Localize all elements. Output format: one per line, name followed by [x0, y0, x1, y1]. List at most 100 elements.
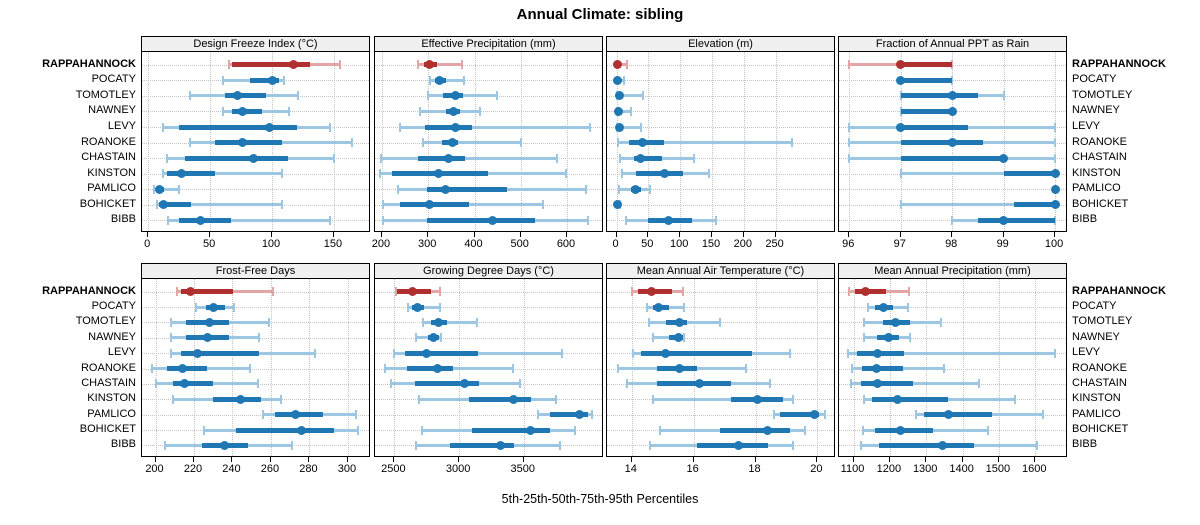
whisker-cap [150, 364, 153, 373]
whisker-cap [768, 379, 771, 389]
median-dot [664, 215, 674, 225]
whisker-cap [393, 348, 396, 358]
axis-tick-label: 99 [996, 238, 1009, 250]
median-dot [938, 440, 948, 450]
whisker-cap [421, 138, 424, 147]
whisker-cap [1036, 440, 1039, 450]
axis-tick [473, 232, 475, 237]
axis-tick-label: 240 [222, 463, 241, 475]
percentile-whisker [168, 218, 331, 222]
median-dot [944, 410, 954, 420]
site-label-left-bohicket: BOHICKET [79, 197, 136, 210]
whisker-cap [394, 287, 397, 297]
whisker-cap [555, 153, 558, 163]
whisker-cap [791, 138, 794, 147]
median-dot [450, 91, 460, 101]
axis-tick [630, 457, 632, 462]
percentile-whisker [381, 156, 557, 160]
axis-tick [193, 457, 194, 462]
whisker-cap [537, 410, 539, 420]
axis-tick-label: 18 [748, 463, 761, 475]
site-label-right-bibb: BIBB [1072, 213, 1098, 226]
whisker-cap [171, 394, 174, 404]
whisker-cap [632, 348, 635, 358]
whisker-cap [622, 75, 625, 85]
median-dot [659, 169, 669, 179]
median-dot [675, 317, 685, 327]
whisker-cap [590, 410, 593, 420]
whisker-cap [939, 317, 942, 327]
gridline [607, 337, 834, 339]
whisker-cap [378, 169, 381, 179]
axis-tick-label: 0 [612, 238, 619, 250]
gridline [607, 64, 834, 66]
median-dot [408, 287, 417, 297]
iqr-bar [635, 171, 684, 177]
iqr-bar [855, 289, 887, 295]
panel-design-freeze-index-c [141, 51, 370, 232]
whisker-cap [189, 138, 192, 147]
site-label-right-levy: LEVY [1072, 346, 1101, 359]
median-dot [204, 317, 214, 327]
whisker-cap [418, 106, 421, 116]
median-dot [661, 348, 671, 358]
whisker-cap [428, 75, 431, 85]
axis-tick-label: 400 [464, 238, 483, 250]
percentile-whisker [154, 187, 180, 191]
whisker-cap [153, 184, 156, 194]
axis-tick [519, 232, 521, 237]
iqr-bar [450, 442, 514, 448]
iqr-bar [1003, 171, 1056, 177]
panel-strip-mean-annual-air-temperature-c: Mean Annual Air Temperature (°C) [606, 263, 835, 279]
median-dot [613, 60, 623, 70]
median-dot [673, 333, 683, 343]
median-dot [433, 169, 443, 179]
panel-strip-growing-degree-days-c: Growing Degree Days (°C) [374, 263, 603, 279]
iqr-bar [872, 396, 948, 402]
whisker-cap [421, 317, 424, 327]
axis-tick-label: 300 [337, 463, 357, 475]
whisker-cap [1002, 91, 1005, 101]
whisker-cap [169, 333, 172, 343]
median-dot [1050, 184, 1060, 194]
whisker-cap [867, 302, 870, 312]
whisker-cap [848, 287, 851, 297]
median-dot [947, 91, 957, 101]
whisker-cap [899, 200, 902, 210]
whisker-cap [649, 440, 652, 450]
whisker-cap [791, 394, 794, 404]
axis-tick [393, 457, 395, 462]
whisker-cap [899, 169, 902, 179]
whisker-cap [162, 169, 164, 179]
median-dot [878, 302, 888, 312]
site-label-right-kinston: KINSTON [1072, 392, 1121, 405]
axis-tick [679, 232, 681, 237]
axis-tick [154, 457, 156, 462]
axis-tick [647, 232, 649, 237]
axis-tick [522, 457, 524, 462]
site-label-left-nawney: NAWNEY [88, 330, 136, 343]
whisker-cap [646, 302, 649, 312]
whisker-cap [418, 394, 420, 404]
whisker-cap [339, 60, 342, 70]
whisker-cap [616, 364, 619, 373]
axis-tick-label: 1100 [840, 463, 865, 475]
site-label-left-levy: LEVY [107, 346, 136, 359]
whisker-cap [862, 394, 865, 404]
site-label-left-rappahannock: RAPPAHANNOCK [42, 284, 136, 297]
gridline [375, 111, 602, 113]
whisker-cap [154, 379, 157, 389]
whisker-cap [512, 364, 515, 373]
axis-tick-label: 1300 [912, 463, 938, 475]
gridline [347, 279, 349, 456]
whisker-cap [861, 425, 864, 435]
median-dot [435, 75, 445, 85]
median-dot [896, 122, 906, 132]
axis-tick [997, 457, 999, 462]
whisker-cap [440, 333, 442, 343]
median-dot [496, 440, 505, 450]
axis-tick-label: 600 [556, 238, 576, 250]
site-label-left-levy: LEVY [107, 120, 136, 132]
gridline [839, 368, 1066, 370]
whisker-cap [652, 394, 655, 404]
